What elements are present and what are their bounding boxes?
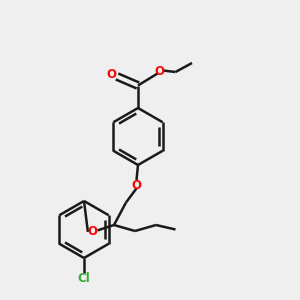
- Text: O: O: [154, 64, 164, 78]
- Text: O: O: [106, 68, 117, 81]
- Text: O: O: [87, 225, 97, 238]
- Text: O: O: [131, 179, 141, 192]
- Text: Cl: Cl: [78, 272, 90, 286]
